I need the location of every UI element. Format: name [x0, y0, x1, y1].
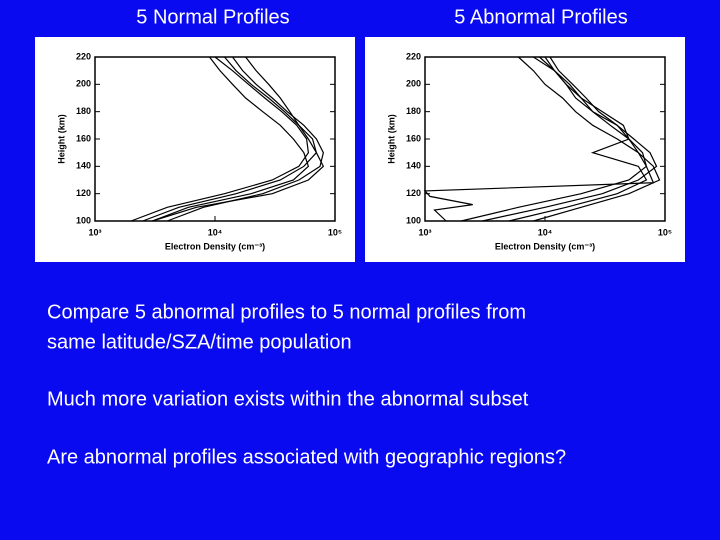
profile-line — [130, 56, 310, 222]
paragraph: Much more variation exists within the ab… — [47, 388, 529, 410]
y-tick-label: 120 — [406, 188, 421, 198]
y-tick-label: 140 — [76, 161, 91, 171]
y-tick-label: 180 — [406, 106, 421, 116]
profile-line — [167, 56, 325, 222]
y-tick-label: 160 — [76, 133, 91, 143]
paragraph: Compare 5 abnormal profiles to 5 normal … — [47, 301, 526, 323]
y-tick-label: 220 — [76, 51, 91, 61]
y-tick-label: 200 — [76, 79, 91, 89]
y-tick-label: 200 — [406, 79, 421, 89]
x-tick-label: 10³ — [88, 227, 101, 237]
y-tick-label: 160 — [406, 133, 421, 143]
chart-heading: 5 Abnormal Profiles — [454, 6, 627, 28]
x-tick-label: 10⁴ — [208, 227, 222, 237]
x-tick-label: 10⁵ — [328, 227, 342, 237]
x-axis-label: Electron Density (cm⁻³) — [165, 241, 265, 251]
x-tick-label: 10⁵ — [658, 227, 672, 237]
paragraph: same latitude/SZA/time population — [47, 331, 352, 353]
x-tick-label: 10³ — [418, 227, 431, 237]
profile-line — [517, 56, 661, 222]
y-tick-label: 220 — [406, 51, 421, 61]
y-tick-label: 120 — [76, 188, 91, 198]
x-axis-label: Electron Density (cm⁻³) — [495, 241, 595, 251]
chart-panel — [35, 37, 355, 262]
y-axis-label: Height (km) — [56, 114, 66, 164]
y-tick-label: 100 — [406, 215, 421, 225]
y-tick-label: 140 — [406, 161, 421, 171]
paragraph: Are abnormal profiles associated with ge… — [47, 446, 566, 468]
chart-panel — [365, 37, 685, 262]
profile-line — [142, 56, 318, 222]
y-tick-label: 180 — [76, 106, 91, 116]
y-axis-label: Height (km) — [386, 114, 396, 164]
y-tick-label: 100 — [76, 215, 91, 225]
x-tick-label: 10⁴ — [538, 227, 552, 237]
profile-line — [460, 56, 648, 222]
profile-line — [152, 56, 310, 222]
profile-line — [152, 56, 325, 222]
profile-line — [482, 56, 658, 222]
chart-heading: 5 Normal Profiles — [136, 6, 289, 28]
